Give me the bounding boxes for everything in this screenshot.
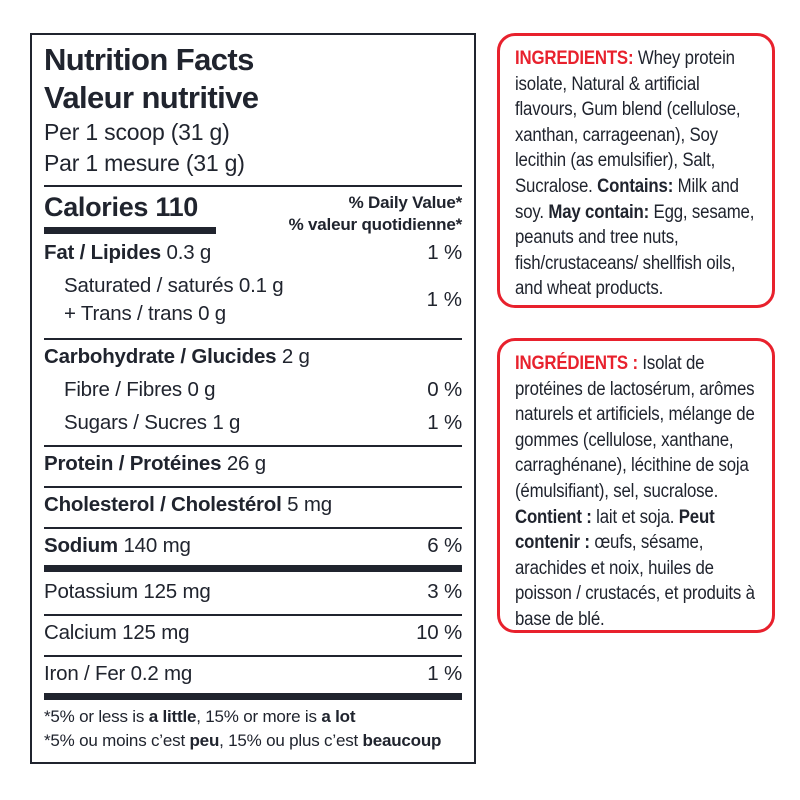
footnote-en-text1: *5% or less is bbox=[44, 707, 149, 727]
row-potassium: Potassium 125 mg 3 % bbox=[44, 575, 462, 608]
serving-size-en: Per 1 scoop (31 g) bbox=[44, 119, 230, 146]
row-saturated-label: Saturated / saturés 0.1 g bbox=[64, 273, 284, 297]
footnote-fr-bold2: beaucoup bbox=[362, 730, 442, 750]
calories-underline-bar bbox=[44, 226, 216, 234]
ingredients-fr-contains-label: Contient : bbox=[515, 506, 592, 528]
ingredients-heading-en: INGREDIENTS: bbox=[515, 48, 634, 69]
divider-top bbox=[44, 184, 462, 187]
row-saturated-trans-percent: 1 % bbox=[426, 288, 462, 312]
divider-after-sugars bbox=[44, 445, 462, 448]
row-sodium-label: Sodium 140 mg bbox=[44, 534, 191, 558]
row-fibre-label: Fibre / Fibres 0 g bbox=[64, 377, 216, 401]
divider-after-potassium bbox=[44, 614, 462, 617]
ingredients-box-fr: INGRÉDIENTS : Isolat de protéines de lac… bbox=[497, 338, 775, 633]
footnote-en-bold1: a little bbox=[148, 707, 197, 727]
row-fibre: Fibre / Fibres 0 g 0 % bbox=[44, 373, 462, 406]
ingredients-text-en: INGREDIENTS: Whey protein isolate, Natur… bbox=[515, 46, 757, 302]
footnote-en-bold2: a lot bbox=[321, 707, 356, 727]
nutrition-facts-panel: Nutrition Facts Valeur nutritive Per 1 s… bbox=[30, 33, 476, 765]
ingredients-en-text1: Whey protein isolate, Natural & artifici… bbox=[515, 48, 741, 197]
calories-value: Calories 110 bbox=[44, 191, 199, 222]
row-fat-amount: 0.3 g bbox=[161, 241, 212, 265]
calories-block: Calories 110 bbox=[44, 192, 216, 234]
row-carbohydrate-name: Carbohydrate / Glucides bbox=[44, 344, 277, 368]
ingredients-en-contains-label: Contains: bbox=[597, 175, 674, 197]
row-trans-label: + Trans / trans 0 g bbox=[64, 302, 226, 326]
row-fat-percent: 1 % bbox=[427, 241, 462, 265]
row-carbohydrate-label: Carbohydrate / Glucides 2 g bbox=[44, 345, 310, 369]
row-carbohydrate-amount: 2 g bbox=[276, 344, 310, 368]
row-sugars-label: Sugars / Sucres 1 g bbox=[64, 410, 241, 434]
row-protein-label: Protein / Protéines 26 g bbox=[44, 452, 266, 476]
row-cholesterol-amount: 5 mg bbox=[281, 492, 332, 516]
ingredients-text-fr: INGRÉDIENTS : Isolat de protéines de lac… bbox=[515, 351, 757, 630]
ingredients-en-text2: Milk and soy. bbox=[515, 175, 739, 223]
row-calcium: Calcium 125 mg 10 % bbox=[44, 616, 462, 649]
row-sugars-percent: 1 % bbox=[427, 410, 462, 434]
thick-bar-after-iron bbox=[44, 693, 462, 701]
row-cholesterol-name: Cholesterol / Cholestérol bbox=[44, 492, 282, 516]
footnote-fr: *5% ou moins c’est peu, 15% ou plus c’es… bbox=[44, 729, 462, 752]
row-iron-label: Iron / Fer 0.2 mg bbox=[44, 661, 193, 685]
row-fat-name: Fat / Lipides bbox=[44, 241, 161, 265]
row-protein: Protein / Protéines 26 g bbox=[44, 447, 462, 480]
label-title-fr: Valeur nutritive bbox=[44, 80, 259, 116]
row-calcium-label: Calcium 125 mg bbox=[44, 620, 190, 644]
ingredients-fr-text1: Isolat de protéines de lactosérum, arôme… bbox=[515, 353, 755, 502]
row-cholesterol-label: Cholesterol / Cholestérol 5 mg bbox=[44, 493, 332, 517]
row-protein-name: Protein / Protéines bbox=[44, 451, 222, 475]
divider-after-fat bbox=[44, 338, 462, 341]
ingredients-fr-text3: œufs, sésame, arachides et noix, huiles … bbox=[515, 532, 755, 630]
footnote-fr-text2: , 15% ou plus c’est bbox=[219, 730, 363, 750]
row-calcium-percent: 10 % bbox=[416, 620, 462, 644]
row-fat: Fat / Lipides 0.3 g 1 % bbox=[44, 237, 462, 270]
daily-value-header-en: % Daily Value* bbox=[348, 192, 463, 212]
row-fat-label: Fat / Lipides 0.3 g bbox=[44, 241, 211, 265]
serving-size-fr: Par 1 mesure (31 g) bbox=[44, 150, 245, 177]
ingredients-heading-fr: INGRÉDIENTS : bbox=[515, 353, 638, 374]
divider-after-protein bbox=[44, 486, 462, 489]
calories-row: Calories 110 % Daily Value* % valeur quo… bbox=[44, 192, 462, 237]
ingredients-en-may-contain-label: May contain: bbox=[548, 201, 650, 223]
row-iron-percent: 1 % bbox=[427, 661, 462, 685]
saturated-trans-lines: Saturated / saturés 0.1 g + Trans / tran… bbox=[44, 272, 284, 329]
row-iron: Iron / Fer 0.2 mg 1 % bbox=[44, 657, 462, 690]
row-sodium-name: Sodium bbox=[44, 533, 118, 557]
thick-bar-after-sodium bbox=[44, 565, 462, 573]
daily-value-header: % Daily Value* % valeur quotidienne* bbox=[288, 192, 463, 237]
row-sugars: Sugars / Sucres 1 g 1 % bbox=[44, 406, 462, 439]
label-title-en: Nutrition Facts bbox=[44, 42, 254, 77]
row-sodium-percent: 6 % bbox=[427, 533, 462, 557]
ingredients-fr-text2: lait et soja. bbox=[591, 506, 679, 528]
divider-after-calcium bbox=[44, 655, 462, 658]
row-sodium-amount: 140 mg bbox=[117, 533, 191, 557]
ingredients-en-text3: Egg, sesame, peanuts and tree nuts, fish… bbox=[515, 201, 755, 300]
row-sodium: Sodium 140 mg 6 % bbox=[44, 529, 462, 562]
footnote-en: *5% or less is a little, 15% or more is … bbox=[44, 705, 462, 728]
row-carbohydrate: Carbohydrate / Glucides 2 g bbox=[44, 340, 462, 373]
footnote-en-text2: , 15% or more is bbox=[196, 707, 322, 727]
daily-value-header-fr: % valeur quotidienne* bbox=[288, 215, 463, 235]
row-protein-amount: 26 g bbox=[221, 451, 266, 475]
row-saturated-trans: Saturated / saturés 0.1 g + Trans / tran… bbox=[44, 270, 462, 333]
ingredients-box-en: INGREDIENTS: Whey protein isolate, Natur… bbox=[497, 33, 775, 308]
divider-after-cholesterol bbox=[44, 527, 462, 530]
footnote-fr-text1: *5% ou moins c’est bbox=[44, 730, 190, 750]
row-fibre-percent: 0 % bbox=[427, 377, 462, 401]
row-cholesterol: Cholesterol / Cholestérol 5 mg bbox=[44, 488, 462, 521]
row-potassium-percent: 3 % bbox=[427, 579, 462, 603]
footnote-fr-bold1: peu bbox=[189, 730, 220, 750]
row-potassium-label: Potassium 125 mg bbox=[44, 579, 211, 603]
ingredients-fr-may-contain-label: Peut contenir : bbox=[515, 506, 715, 554]
footnotes: *5% or less is a little, 15% or more is … bbox=[44, 705, 462, 752]
